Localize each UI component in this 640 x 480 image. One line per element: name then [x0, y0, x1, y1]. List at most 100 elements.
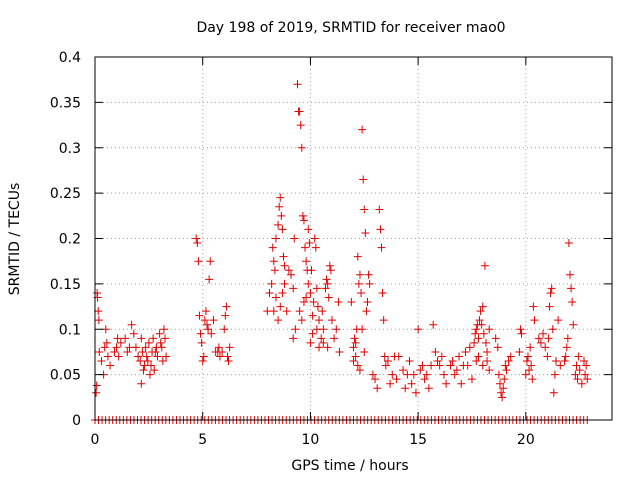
data-point — [416, 366, 425, 375]
data-point — [326, 266, 335, 275]
data-point — [349, 357, 358, 366]
data-point — [534, 334, 543, 343]
data-point — [224, 357, 233, 366]
data-point — [282, 307, 291, 316]
data-point — [360, 347, 369, 356]
data-point — [477, 320, 486, 329]
data-point — [351, 338, 360, 347]
data-point — [265, 288, 274, 297]
data-point — [295, 107, 304, 116]
data-point — [280, 279, 289, 288]
data-point — [529, 302, 538, 311]
data-point — [193, 239, 202, 248]
data-point — [358, 125, 367, 134]
data-point — [433, 357, 442, 366]
data-point — [439, 370, 448, 379]
data-point — [472, 357, 481, 366]
data-point — [491, 334, 500, 343]
data-point — [293, 80, 302, 89]
data-point — [302, 293, 311, 302]
data-point — [269, 307, 278, 316]
data-point — [315, 343, 324, 352]
data-point — [457, 379, 466, 388]
data-point — [148, 347, 157, 356]
data-point — [381, 361, 390, 370]
data-point — [498, 393, 507, 402]
y-tick-label: 0.15 — [50, 277, 81, 293]
data-point — [472, 325, 481, 334]
data-point — [149, 334, 158, 343]
data-point — [301, 243, 310, 252]
data-point — [94, 307, 103, 316]
data-point — [121, 334, 130, 343]
data-point — [361, 229, 370, 238]
data-point — [158, 357, 167, 366]
data-point — [379, 316, 388, 325]
data-point — [574, 352, 583, 361]
data-point — [155, 329, 164, 338]
data-point — [550, 370, 559, 379]
data-point — [383, 357, 392, 366]
data-point — [220, 325, 229, 334]
data-point — [280, 261, 289, 270]
data-point — [386, 379, 395, 388]
data-point — [442, 379, 451, 388]
data-point — [196, 329, 205, 338]
grid-layer — [95, 57, 612, 420]
data-point — [354, 279, 363, 288]
data-point — [209, 316, 218, 325]
data-point — [368, 370, 377, 379]
data-point — [378, 288, 387, 297]
data-point — [476, 307, 485, 316]
data-point — [143, 357, 152, 366]
data-point — [409, 370, 418, 379]
data-point — [414, 325, 423, 334]
data-point — [470, 338, 479, 347]
data-point — [562, 343, 571, 352]
data-point — [97, 357, 106, 366]
data-point — [274, 220, 283, 229]
data-point — [296, 121, 305, 130]
data-point — [298, 211, 307, 220]
data-point — [539, 329, 548, 338]
data-point — [94, 316, 103, 325]
data-point — [351, 352, 360, 361]
data-point — [289, 284, 298, 293]
data-point — [483, 347, 492, 356]
data-point — [525, 366, 534, 375]
data-point — [116, 338, 125, 347]
data-point — [556, 361, 565, 370]
y-tick-label: 0.25 — [50, 186, 81, 202]
data-point — [377, 243, 386, 252]
data-point — [289, 334, 298, 343]
data-point — [131, 343, 140, 352]
data-point — [334, 298, 343, 307]
data-point — [318, 307, 327, 316]
data-point — [291, 325, 300, 334]
data-point — [198, 357, 207, 366]
data-point — [568, 298, 577, 307]
data-point — [324, 293, 333, 302]
data-point — [435, 361, 444, 370]
data-point — [483, 357, 492, 366]
data-point — [267, 279, 276, 288]
data-point — [287, 270, 296, 279]
data-point — [335, 347, 344, 356]
data-point — [480, 261, 489, 270]
data-point — [206, 257, 215, 266]
data-point — [222, 302, 231, 311]
data-point — [311, 243, 320, 252]
data-point — [308, 329, 317, 338]
x-tick-label: 5 — [198, 432, 207, 448]
data-point — [424, 384, 433, 393]
data-point — [305, 239, 314, 248]
data-point — [575, 366, 584, 375]
data-point — [363, 298, 372, 307]
data-point — [399, 366, 408, 375]
data-point — [290, 234, 299, 243]
data-point — [201, 307, 210, 316]
y-tick-label: 0.2 — [59, 232, 81, 248]
data-point — [564, 239, 573, 248]
data-point — [137, 379, 146, 388]
